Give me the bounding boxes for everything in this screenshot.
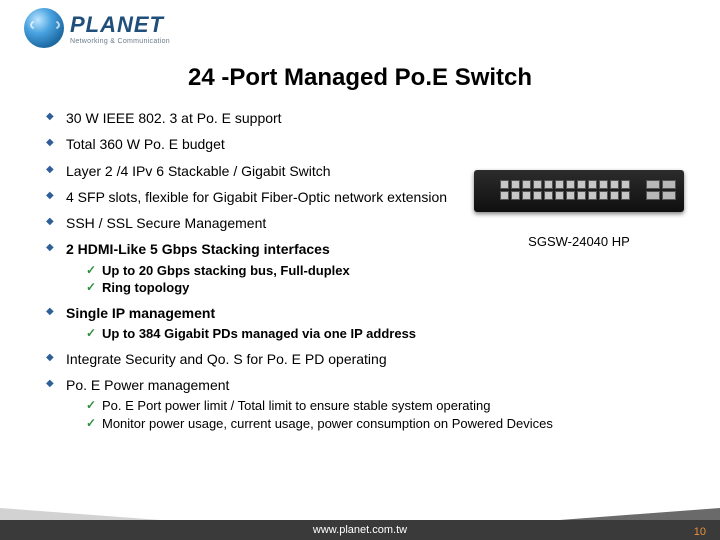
list-item: 2 HDMI-Like 5 Gbps Stacking interfaces U… <box>46 239 684 296</box>
item-text: Total 360 W Po. E budget <box>66 136 225 152</box>
item-text: SSH / SSL Secure Management <box>66 215 266 231</box>
item-text: 4 SFP slots, flexible for Gigabit Fiber-… <box>66 189 447 205</box>
brand-logo: PLANET Networking & Communication <box>24 8 170 48</box>
item-text: 2 HDMI-Like 5 Gbps Stacking interfaces <box>66 241 330 257</box>
sublist-item: Up to 20 Gbps stacking bus, Full-duplex <box>66 262 684 280</box>
list-item: Single IP management Up to 384 Gigabit P… <box>46 303 684 343</box>
item-text: Layer 2 /4 IPv 6 Stackable / Gigabit Swi… <box>66 163 331 179</box>
list-item: Integrate Security and Qo. S for Po. E P… <box>46 349 684 369</box>
logo-text: PLANET Networking & Communication <box>70 12 170 45</box>
item-text: 30 W IEEE 802. 3 at Po. E support <box>66 110 282 126</box>
subitem-text: Up to 20 Gbps stacking bus, Full-duplex <box>102 263 350 278</box>
list-item: 4 SFP slots, flexible for Gigabit Fiber-… <box>46 187 684 207</box>
feature-list: 30 W IEEE 802. 3 at Po. E support Total … <box>46 108 684 438</box>
page-title: 24 -Port Managed Po.E Switch <box>0 64 720 92</box>
subitem-text: Monitor power usage, current usage, powe… <box>102 416 553 431</box>
sublist-item: Ring topology <box>66 279 684 297</box>
footer-url: www.planet.com.tw <box>0 520 720 540</box>
list-item: Total 360 W Po. E budget <box>46 134 684 154</box>
subitem-text: Po. E Port power limit / Total limit to … <box>102 398 490 413</box>
item-text: Single IP management <box>66 305 215 321</box>
sublist-item: Up to 384 Gigabit PDs managed via one IP… <box>66 325 684 343</box>
sublist-item: Po. E Port power limit / Total limit to … <box>66 397 684 415</box>
list-item: Layer 2 /4 IPv 6 Stackable / Gigabit Swi… <box>46 161 684 181</box>
list-item: SSH / SSL Secure Management <box>46 213 684 233</box>
subitem-text: Up to 384 Gigabit PDs managed via one IP… <box>102 326 416 341</box>
sublist-item: Monitor power usage, current usage, powe… <box>66 415 684 433</box>
logo-tagline: Networking & Communication <box>70 38 170 45</box>
footer-bar: www.planet.com.tw 10 <box>0 520 720 540</box>
logo-name: PLANET <box>70 12 170 38</box>
item-text: Integrate Security and Qo. S for Po. E P… <box>66 351 387 367</box>
subitem-text: Ring topology <box>102 280 189 295</box>
list-item: 30 W IEEE 802. 3 at Po. E support <box>46 108 684 128</box>
item-text: Po. E Power management <box>66 377 229 393</box>
page-number: 10 <box>694 526 706 538</box>
logo-globe-icon <box>24 8 64 48</box>
list-item: Po. E Power management Po. E Port power … <box>46 375 684 432</box>
